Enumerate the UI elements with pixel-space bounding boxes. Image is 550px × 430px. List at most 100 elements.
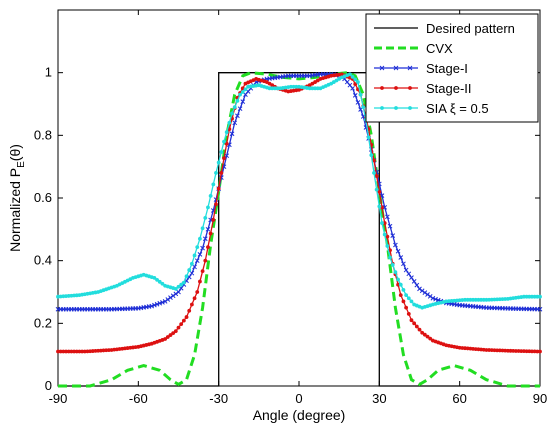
series-marker [350,85,355,91]
axis-ticks: -90 -60 -30 0 30 60 90 0 0.2 0.4 0.6 0.8 1 [34,10,547,406]
series-marker [361,105,366,110]
series-marker [171,331,176,336]
series-marker [170,293,176,299]
series-marker [267,86,272,91]
series-marker [398,293,403,298]
series-marker [406,271,412,277]
series-marker [514,349,518,353]
series-marker [235,98,240,103]
series-marker [189,270,195,276]
series-marker [307,86,312,91]
series-marker [189,302,194,307]
series-marker [409,299,414,304]
series-marker [396,277,400,282]
series-marker [187,268,192,272]
series-marker [495,348,500,353]
series-line [58,71,540,388]
series-marker [380,86,384,90]
series-marker [422,290,428,295]
series-marker [64,349,68,354]
series-marker [179,282,184,287]
series-marker [58,349,63,354]
series-marker [393,65,399,71]
series-marker [208,231,213,236]
series-marker [374,174,379,178]
series-marker [390,262,395,267]
series-marker [237,106,243,112]
series-marker [409,318,414,323]
series-marker [227,120,232,125]
series-marker [160,299,165,305]
series-marker [385,234,390,239]
series-marker [497,297,502,302]
series-marker [394,106,398,110]
legend-label: CVX [426,41,453,56]
series-marker [211,182,216,187]
series-marker [505,348,510,353]
x-tick-label: 60 [452,391,466,406]
series-marker [197,252,203,257]
x-axis-label: Angle (degree) [253,407,346,423]
series-marker [484,348,489,352]
series-marker [157,300,163,306]
y-axis-label: Normalized PE(θ) [7,144,27,252]
series-marker [524,349,529,354]
series-marker [160,281,165,286]
series-marker [157,279,162,284]
series-marker [401,261,406,267]
series-marker [66,349,71,354]
series-marker [229,131,235,137]
series-marker [419,288,425,294]
series-marker [192,296,197,301]
series-marker [374,187,379,192]
series-marker [425,292,430,297]
series-marker [503,297,508,301]
series-marker [90,349,95,353]
series-marker [206,205,210,210]
series-marker [404,293,409,298]
series-marker [230,111,234,116]
series-marker [393,242,398,248]
series-marker [497,348,502,353]
series-marker [385,244,390,248]
series-marker [537,306,543,312]
series-marker [315,86,320,91]
series-marker [243,87,248,92]
series-marker [524,294,529,299]
series-marker [380,106,384,110]
series-marker [463,297,467,302]
series-marker [80,349,84,354]
series-marker [417,286,422,292]
series-marker [176,284,181,289]
series-marker [216,186,221,191]
series-marker [181,280,186,285]
series-marker [235,113,240,119]
y-tick-label: 0.4 [34,253,52,268]
series-marker [194,258,200,264]
series-marker [181,318,186,323]
series-marker [420,330,425,335]
series-marker [403,267,409,273]
legend: Desired pattern CVX Stage-I Stage-II SIA ξ =… [365,13,539,123]
series-marker [422,332,427,337]
y-tick-label: 0.8 [34,127,52,142]
series-marker [430,295,436,301]
series-marker [101,348,106,353]
series-marker [195,290,200,294]
series-marker [238,92,242,97]
series-marker [411,278,417,284]
series-marker [98,348,103,353]
series-marker [200,245,205,251]
series-marker [219,171,224,175]
legend-label: Stage-II [426,81,472,96]
y-tick-label: 1 [45,65,52,80]
series-marker [393,270,398,275]
legend-item: Stage-II [374,81,472,96]
series-marker [377,204,382,209]
legend-label: Desired pattern [426,21,515,36]
series-4 [56,72,542,310]
series-marker [489,297,494,302]
series-marker [372,171,376,175]
series-marker [530,349,534,354]
series-marker [356,80,360,84]
